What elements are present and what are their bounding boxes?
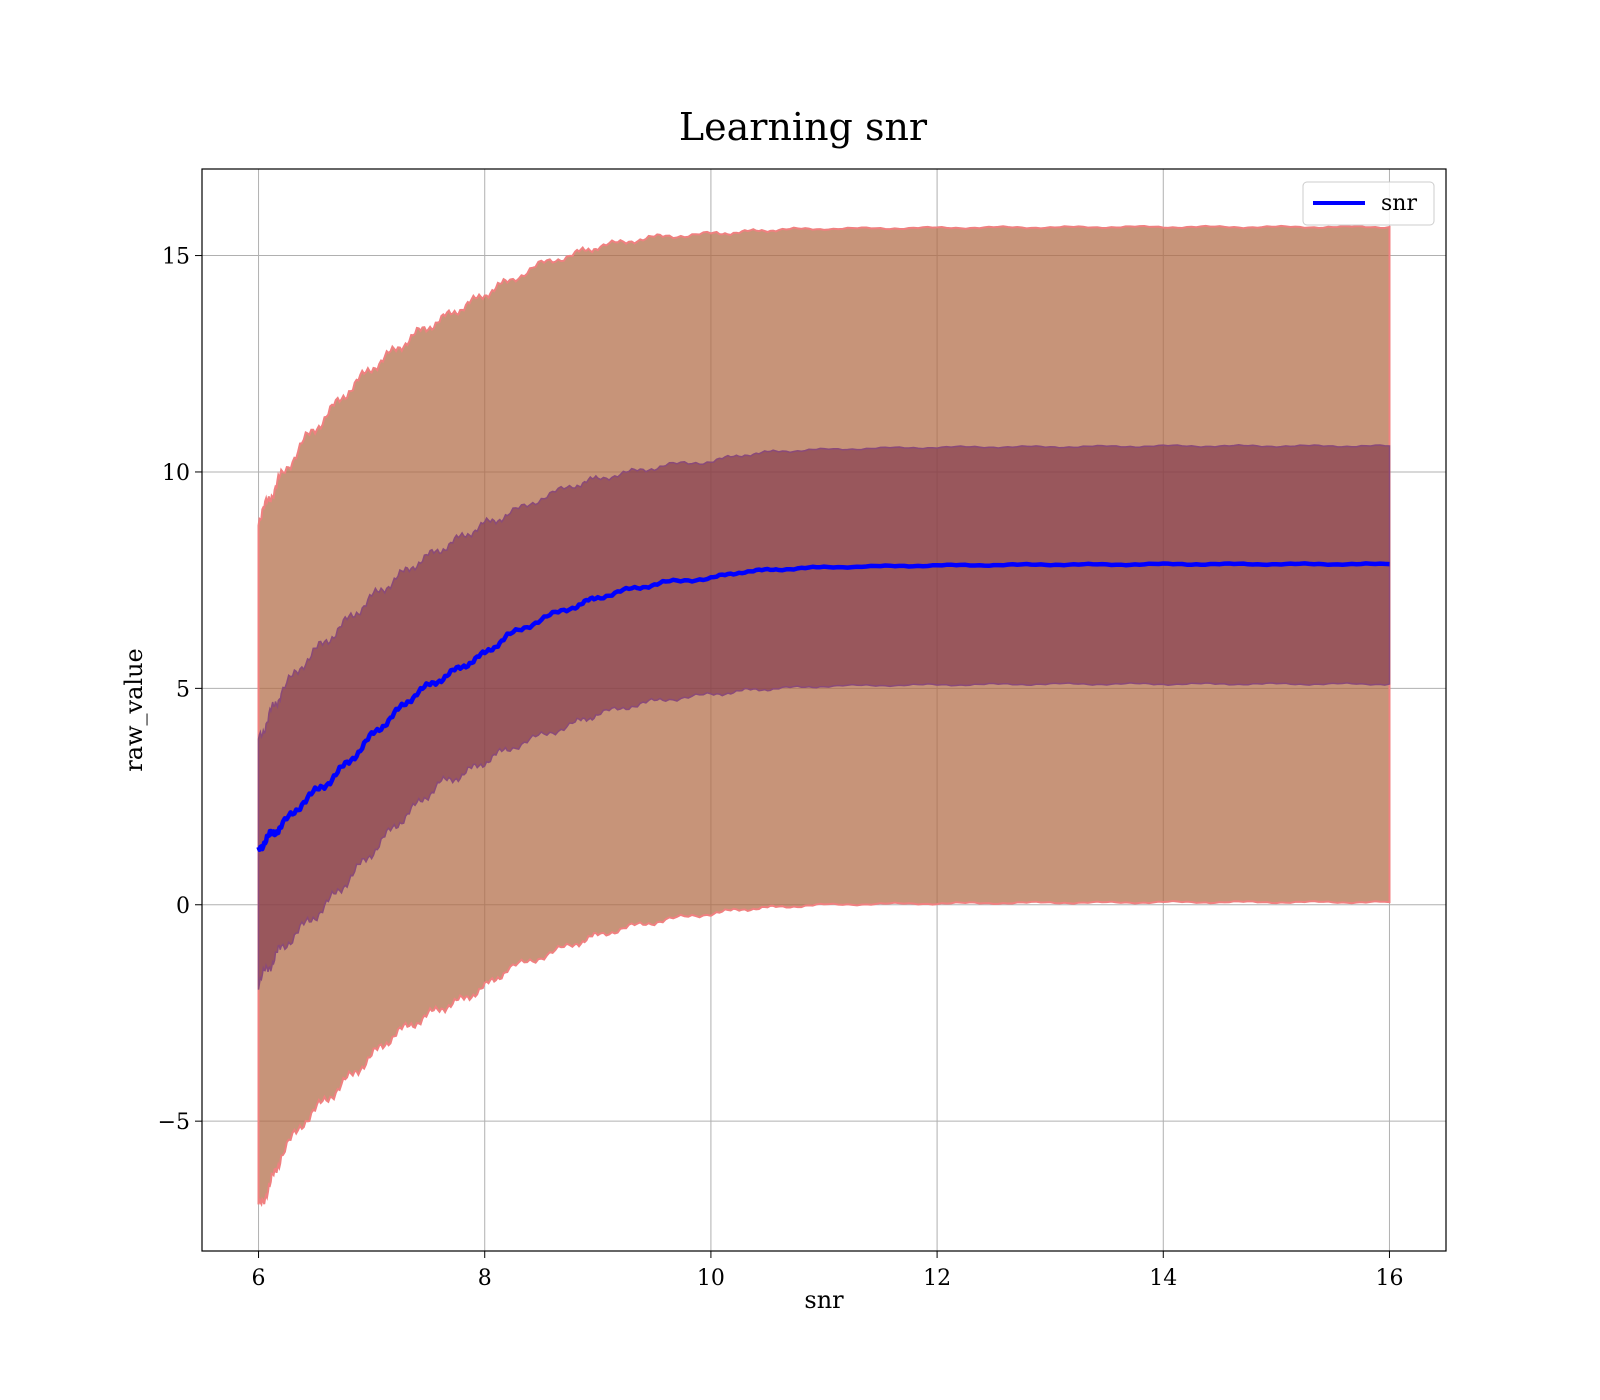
x-tick-label: 10 <box>697 1266 725 1291</box>
legend-entry-snr: snr <box>1381 191 1417 216</box>
series-lines <box>256 561 1390 853</box>
inner-band-snr <box>257 444 1391 990</box>
bands <box>257 224 1391 1208</box>
legend-box <box>1302 181 1435 226</box>
x-tick-label: 14 <box>1149 1266 1177 1291</box>
y-tick-label: 5 <box>176 677 190 702</box>
x-tick-label: 6 <box>252 1266 266 1291</box>
x-axis-ticks: 6 8 10 12 14 16 <box>252 1251 1403 1291</box>
y-tick-label: 10 <box>162 461 190 486</box>
y-axis-ticks: −5 0 5 10 15 <box>158 245 202 1135</box>
x-axis-label: snr <box>804 1286 844 1314</box>
y-axis-label: raw_value <box>120 648 148 772</box>
x-tick-label: 8 <box>478 1266 492 1291</box>
y-tick-label: −5 <box>158 1110 190 1135</box>
y-tick-label: 15 <box>162 245 190 270</box>
chart-title: Learning snr <box>679 105 928 149</box>
x-tick-label: 16 <box>1375 1266 1403 1291</box>
y-tick-label: 0 <box>176 894 190 919</box>
plot-frame <box>201 168 1447 1252</box>
legend: snr <box>1302 181 1435 226</box>
x-tick-label: 12 <box>923 1266 951 1291</box>
series-line-snr <box>256 561 1390 853</box>
